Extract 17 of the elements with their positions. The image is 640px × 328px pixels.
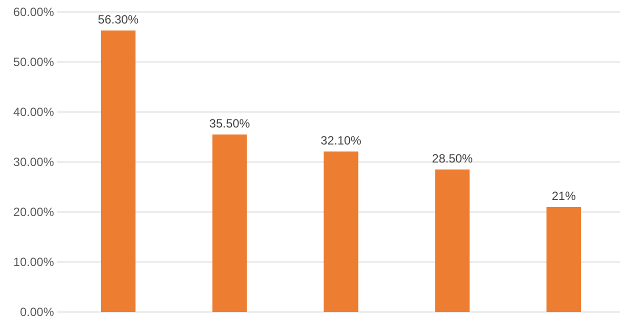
data-label: 28.50% xyxy=(432,152,474,166)
bar xyxy=(546,207,582,312)
y-tick-label: 30.00% xyxy=(13,155,54,170)
bar xyxy=(100,30,136,312)
bar xyxy=(324,152,358,312)
y-tick-label: 0.00% xyxy=(20,305,54,320)
y-tick-label: 40.00% xyxy=(13,105,54,120)
data-label: 56.30% xyxy=(98,12,139,26)
bar xyxy=(435,170,470,312)
y-tick-label: 20.00% xyxy=(13,205,54,220)
data-label: 32.10% xyxy=(320,134,362,148)
y-tick-label: 10.00% xyxy=(13,255,54,270)
y-tick-label: 60.00% xyxy=(13,5,54,20)
data-label: 21% xyxy=(552,189,576,203)
bar xyxy=(212,134,247,312)
y-tick-label: 50.00% xyxy=(13,55,54,70)
data-label: 35.50% xyxy=(209,116,250,130)
